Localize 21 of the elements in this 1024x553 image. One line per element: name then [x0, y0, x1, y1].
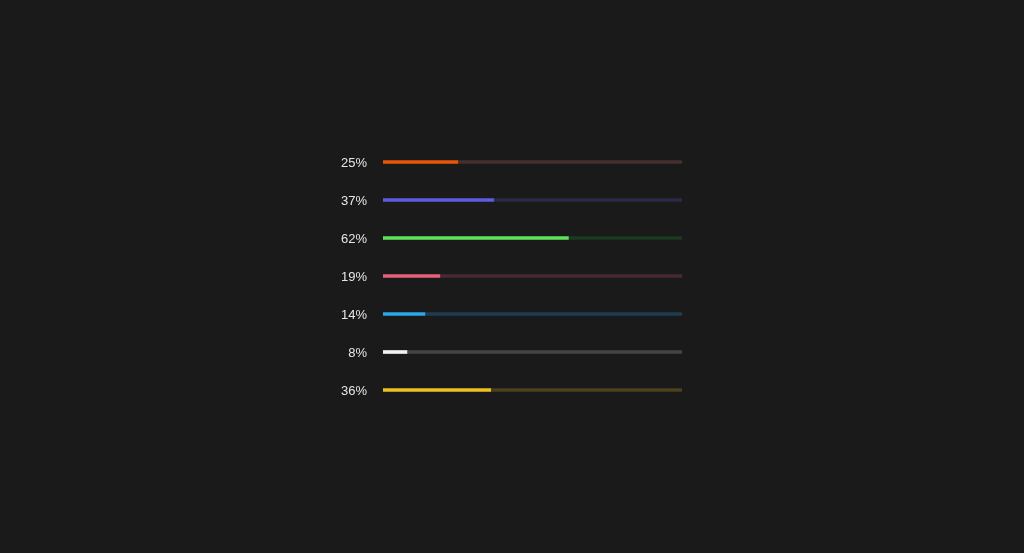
bar: [383, 236, 569, 240]
bar: [383, 160, 459, 164]
data-label: 36%: [340, 382, 368, 398]
bar: [383, 274, 441, 278]
bar: [383, 312, 426, 316]
bar: [383, 350, 408, 354]
bar: [568, 236, 682, 240]
bar: [490, 388, 682, 392]
bar: [493, 198, 682, 202]
data-label: 14%: [340, 306, 368, 322]
bar: [383, 198, 494, 202]
bar: [424, 312, 682, 316]
data-label: 8%: [348, 344, 368, 360]
data-label: 25%: [340, 154, 368, 170]
bar: [406, 350, 682, 354]
data-label: 19%: [340, 268, 368, 284]
bar: [457, 160, 682, 164]
bar: [383, 388, 491, 392]
data-label: 62%: [340, 230, 368, 246]
data-label: 37%: [340, 192, 368, 208]
bar: [439, 274, 682, 278]
